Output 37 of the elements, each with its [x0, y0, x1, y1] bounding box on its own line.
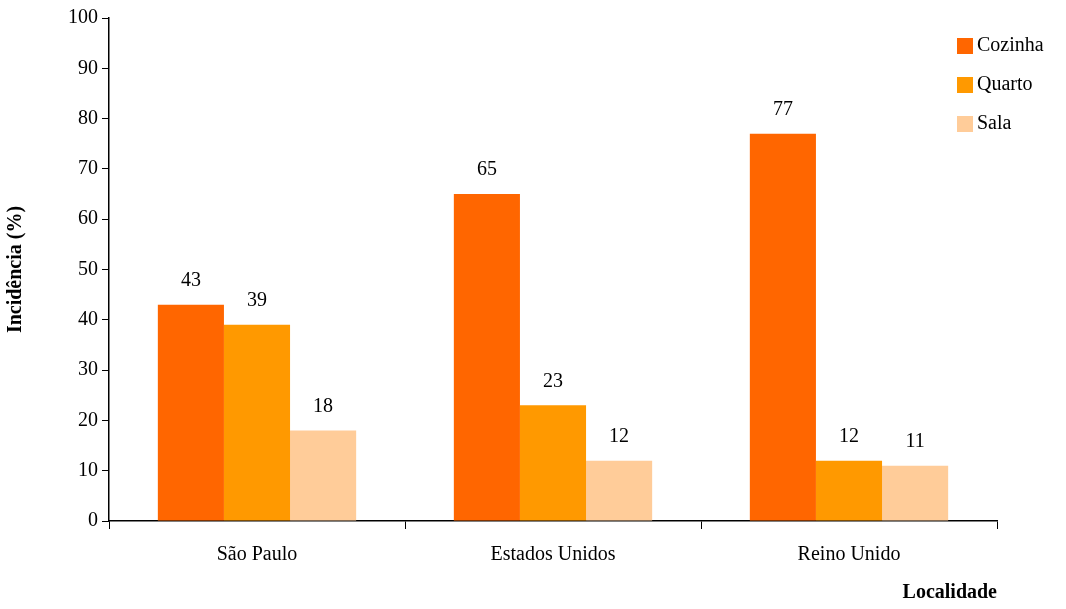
- y-tick-label: 40: [78, 307, 98, 330]
- y-tick-label: 0: [88, 508, 98, 531]
- y-tick-label: 60: [78, 206, 98, 229]
- x-axis-title: Localidade: [902, 580, 998, 603]
- bar: [290, 430, 357, 521]
- y-tick-label: 90: [78, 55, 98, 78]
- x-tick-label: São Paulo: [216, 542, 298, 565]
- bar: [223, 324, 291, 521]
- data-label: 18: [313, 393, 334, 416]
- y-tick-label: 100: [68, 5, 98, 28]
- bar: [519, 405, 587, 521]
- y-axis-title: Incidência (%): [3, 205, 27, 334]
- y-tick-label: 30: [78, 357, 98, 380]
- data-label: 12: [839, 423, 859, 446]
- bar: [157, 304, 224, 521]
- data-label: 77: [772, 96, 793, 119]
- x-tick-label: Estados Unidos: [490, 542, 616, 565]
- data-label: 12: [609, 423, 630, 446]
- bar: [749, 133, 816, 521]
- data-label: 65: [476, 157, 497, 180]
- bar: [586, 460, 653, 521]
- y-tick-label: 10: [78, 457, 98, 480]
- legend-label: Quarto: [977, 72, 1033, 95]
- x-tick-label: Reino Unido: [797, 542, 901, 565]
- data-label: 11: [905, 428, 925, 451]
- bar: [882, 465, 949, 521]
- data-label: 39: [247, 288, 267, 311]
- y-tick-label: 20: [78, 407, 98, 430]
- bar: [815, 460, 883, 521]
- data-label: 43: [180, 267, 201, 290]
- legend-label: Sala: [977, 111, 1012, 134]
- y-tick-label: 80: [78, 105, 98, 128]
- y-tick-label: 70: [78, 156, 98, 179]
- y-tick-label: 50: [78, 256, 98, 279]
- legend-label: Cozinha: [977, 33, 1044, 56]
- data-label: 23: [543, 368, 563, 391]
- bar: [453, 194, 520, 521]
